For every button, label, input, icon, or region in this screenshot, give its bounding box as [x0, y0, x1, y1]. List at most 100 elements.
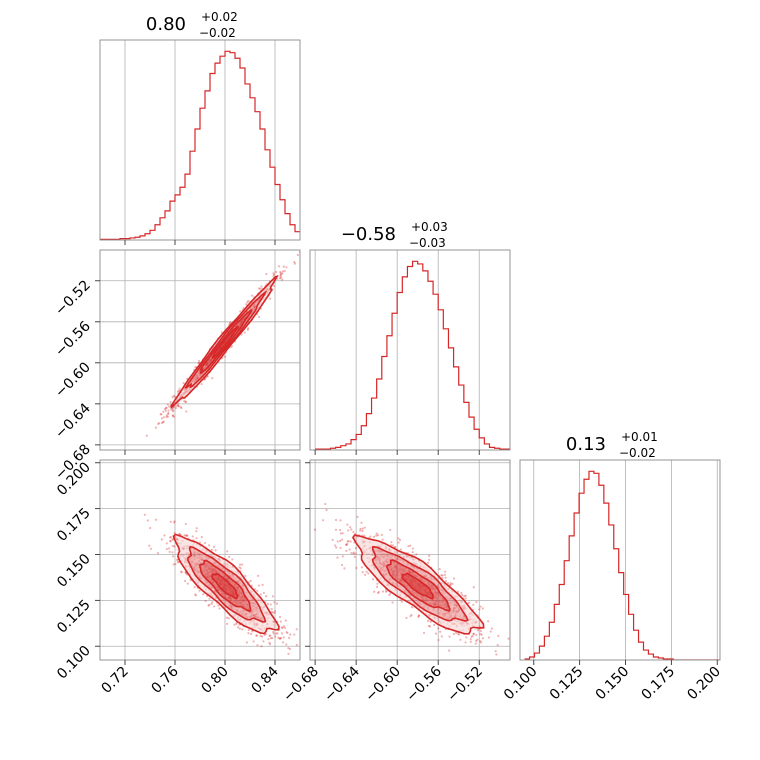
sample-point: [421, 588, 424, 591]
sample-point: [382, 563, 385, 566]
sample-point: [399, 578, 403, 581]
sample-point: [272, 272, 275, 275]
sample-point: [449, 615, 453, 618]
sample-point: [241, 318, 245, 321]
sample-point: [411, 565, 414, 568]
sample-point: [379, 549, 383, 552]
sample-point: [229, 604, 233, 607]
sample-point: [252, 307, 255, 310]
sample-point: [453, 604, 457, 607]
sample-point: [205, 363, 208, 367]
sample-point: [375, 532, 378, 535]
sample-point: [171, 544, 174, 548]
sample-point: [431, 584, 434, 587]
sample-point: [210, 358, 213, 361]
sample-point: [185, 558, 188, 562]
sample-point: [170, 408, 173, 411]
sample-point: [183, 389, 187, 392]
sample-point: [474, 642, 477, 645]
sample-point: [375, 558, 378, 561]
sample-point: [265, 272, 268, 276]
sample-point: [422, 591, 425, 594]
sample-point: [394, 569, 397, 572]
sample-point: [218, 558, 221, 561]
sample-point: [481, 607, 484, 610]
sample-point: [205, 575, 209, 578]
sample-point: [217, 588, 221, 591]
sample-point: [429, 614, 432, 617]
sample-point: [467, 623, 470, 626]
sample-point: [382, 561, 385, 564]
sample-point: [236, 586, 240, 590]
sample-point: [214, 569, 217, 572]
sample-point: [188, 388, 191, 391]
sample-point: [204, 599, 207, 603]
sample-point: [222, 584, 225, 587]
sample-point: [433, 603, 436, 606]
sample-point: [236, 586, 239, 589]
sample-point: [367, 552, 371, 555]
sample-point: [231, 573, 234, 576]
sample-point: [416, 594, 419, 597]
sample-point: [192, 544, 195, 547]
sample-point: [363, 534, 366, 537]
sample-point: [273, 623, 276, 627]
sample-point: [184, 392, 187, 395]
sample-point: [411, 582, 414, 585]
sample-point: [273, 601, 276, 604]
sample-point: [236, 590, 239, 593]
sample-point: [216, 579, 219, 583]
sample-point: [198, 570, 201, 574]
sample-point: [352, 551, 355, 554]
sample-point: [417, 583, 420, 586]
sample-point: [257, 584, 261, 587]
sample-point: [214, 570, 217, 573]
sample-point: [454, 618, 457, 621]
sample-point: [398, 558, 401, 561]
sample-point: [225, 585, 228, 588]
sample-point: [195, 571, 198, 574]
sample-point: [447, 616, 450, 619]
sample-point: [194, 579, 197, 582]
contour-level-2: [198, 559, 252, 613]
sample-point: [395, 557, 398, 561]
sample-point: [220, 590, 224, 594]
sample-point: [265, 619, 268, 622]
sample-point: [180, 570, 183, 573]
hist-line-0: [100, 50, 300, 240]
sample-point: [164, 409, 167, 412]
sample-point: [165, 415, 168, 419]
sample-point: [249, 599, 252, 602]
sample-point: [227, 586, 231, 589]
sample-point: [240, 595, 243, 599]
sample-point: [198, 373, 201, 376]
sample-point: [216, 558, 219, 561]
sample-point: [416, 601, 420, 604]
sample-point: [250, 611, 253, 615]
sample-point: [177, 542, 180, 545]
sample-point: [253, 606, 256, 609]
sample-point: [227, 596, 230, 599]
sample-point: [463, 605, 467, 609]
sample-point: [439, 609, 442, 613]
sample-point: [266, 623, 269, 626]
sample-point: [233, 583, 236, 586]
sample-point: [419, 603, 422, 606]
sample-point: [424, 592, 428, 595]
sample-point: [214, 568, 217, 571]
sample-point: [419, 583, 422, 587]
sample-point: [184, 388, 187, 391]
sample-point: [195, 555, 198, 558]
sample-point: [427, 614, 430, 617]
sample-point: [434, 599, 437, 602]
sample-point: [394, 575, 398, 578]
sample-point: [426, 607, 430, 610]
sample-point: [306, 530, 308, 532]
sample-point: [243, 613, 247, 616]
sample-point: [269, 637, 272, 640]
sample-point: [241, 611, 244, 614]
hist-line-2: [524, 470, 720, 660]
sample-point: [434, 600, 437, 603]
sample-point: [442, 612, 445, 615]
sample-point: [239, 597, 242, 600]
